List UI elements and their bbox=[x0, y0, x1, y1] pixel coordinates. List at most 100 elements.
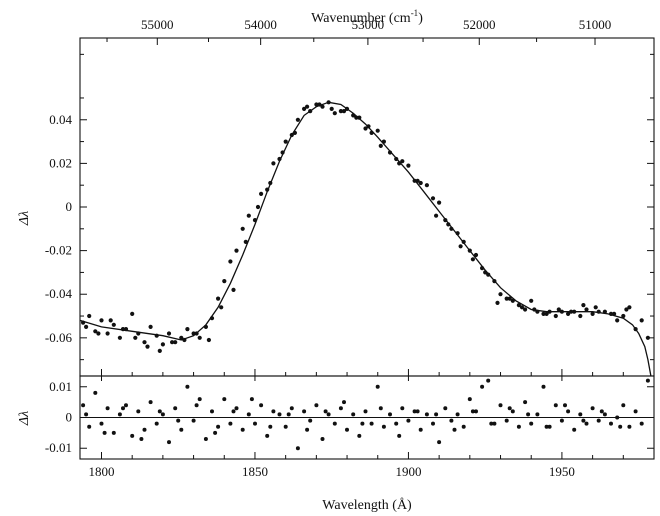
residual-point bbox=[633, 409, 638, 414]
residual-point bbox=[645, 378, 650, 383]
data-point bbox=[455, 231, 460, 236]
residual-y-axis-title: Δλ bbox=[17, 411, 32, 426]
data-point bbox=[185, 327, 190, 332]
data-point bbox=[612, 311, 617, 316]
data-point bbox=[84, 324, 89, 329]
data-point bbox=[369, 130, 374, 135]
data-point bbox=[559, 309, 565, 314]
residual-point bbox=[289, 406, 294, 411]
data-point bbox=[547, 309, 552, 314]
data-point bbox=[381, 139, 386, 144]
residual-point bbox=[526, 412, 531, 417]
data-point bbox=[351, 113, 356, 118]
data-point bbox=[240, 226, 245, 231]
residual-point bbox=[535, 412, 540, 417]
data-point bbox=[292, 130, 297, 135]
data-point bbox=[283, 139, 288, 144]
residual-point bbox=[295, 446, 300, 451]
residual-point bbox=[332, 421, 337, 426]
data-point bbox=[271, 161, 276, 166]
residual-point bbox=[87, 424, 92, 429]
residual-point bbox=[572, 427, 577, 432]
residual-point bbox=[541, 384, 546, 389]
data-point bbox=[99, 318, 104, 323]
residual-point bbox=[553, 403, 558, 408]
data-point bbox=[173, 340, 178, 345]
residual-point bbox=[268, 424, 273, 429]
residual-point bbox=[480, 384, 485, 389]
residual-point bbox=[615, 415, 620, 420]
data-point bbox=[280, 150, 285, 155]
residual-point bbox=[609, 421, 613, 426]
residual-point bbox=[467, 397, 472, 402]
data-point bbox=[154, 333, 159, 338]
data-point bbox=[470, 257, 475, 262]
data-point bbox=[498, 292, 503, 297]
residual-point bbox=[305, 427, 310, 432]
data-point bbox=[314, 102, 319, 107]
top-axis-title: Wavenumber (cm-1) bbox=[311, 8, 423, 26]
top-axis-title-main: Wavenumber (cm bbox=[311, 11, 411, 26]
data-point bbox=[117, 335, 122, 340]
residual-point bbox=[394, 421, 399, 426]
data-point bbox=[142, 340, 147, 345]
residual-point bbox=[320, 437, 325, 441]
data-point bbox=[136, 331, 141, 336]
residual-point bbox=[381, 424, 386, 429]
data-point bbox=[516, 303, 522, 308]
residual-point bbox=[191, 418, 196, 423]
residual-point bbox=[363, 409, 368, 414]
residual-point bbox=[157, 409, 162, 414]
data-point bbox=[415, 178, 420, 183]
data-point bbox=[608, 311, 614, 316]
residual-point bbox=[474, 409, 478, 414]
data-point bbox=[108, 318, 113, 323]
residual-point bbox=[338, 406, 343, 411]
data-point bbox=[535, 309, 540, 314]
data-point bbox=[507, 296, 512, 301]
data-point bbox=[179, 335, 184, 340]
data-point bbox=[633, 327, 638, 332]
data-point bbox=[243, 239, 248, 244]
residual-point bbox=[566, 409, 571, 414]
x-tick-label: 1900 bbox=[395, 464, 421, 479]
data-point bbox=[590, 311, 595, 316]
residual-point bbox=[185, 384, 190, 389]
data-point bbox=[326, 100, 331, 105]
fit-curve bbox=[79, 101, 652, 377]
residual-point bbox=[105, 406, 110, 411]
residual-point bbox=[559, 418, 564, 423]
x-axis-title: Wavelength (Å) bbox=[322, 497, 412, 513]
data-point bbox=[344, 106, 350, 111]
residual-point bbox=[283, 424, 288, 429]
data-point bbox=[148, 324, 153, 329]
data-point bbox=[252, 218, 258, 223]
residual-point bbox=[492, 421, 497, 426]
residual-point bbox=[84, 412, 89, 417]
data-point bbox=[317, 102, 322, 107]
top-tick-label: 51000 bbox=[579, 17, 612, 32]
main-y-tick-label: 0.04 bbox=[49, 112, 72, 127]
residual-point bbox=[302, 409, 307, 414]
residual-point bbox=[412, 409, 417, 414]
residual-point bbox=[563, 403, 567, 408]
residual-y-tick-label: 0.01 bbox=[49, 379, 72, 394]
data-point bbox=[81, 320, 86, 325]
data-point bbox=[105, 331, 110, 336]
residual-point bbox=[400, 406, 405, 411]
data-point bbox=[203, 324, 208, 329]
data-point bbox=[624, 307, 629, 312]
top-axis-title-sup: -1 bbox=[411, 8, 419, 18]
residual-point bbox=[443, 406, 448, 411]
top-tick-label: 54000 bbox=[244, 17, 277, 32]
residual-point bbox=[314, 403, 319, 408]
data-point bbox=[621, 313, 626, 319]
data-point bbox=[615, 318, 620, 323]
residual-point bbox=[461, 424, 466, 429]
residual-point bbox=[507, 406, 512, 411]
residual-point bbox=[81, 403, 86, 408]
data-point bbox=[400, 159, 405, 164]
data-point bbox=[170, 340, 175, 345]
ticks-layer: 1800 1850 1900 1950 55000 54000 53000 52000 5100… bbox=[45, 17, 655, 479]
residual-point bbox=[360, 421, 365, 426]
